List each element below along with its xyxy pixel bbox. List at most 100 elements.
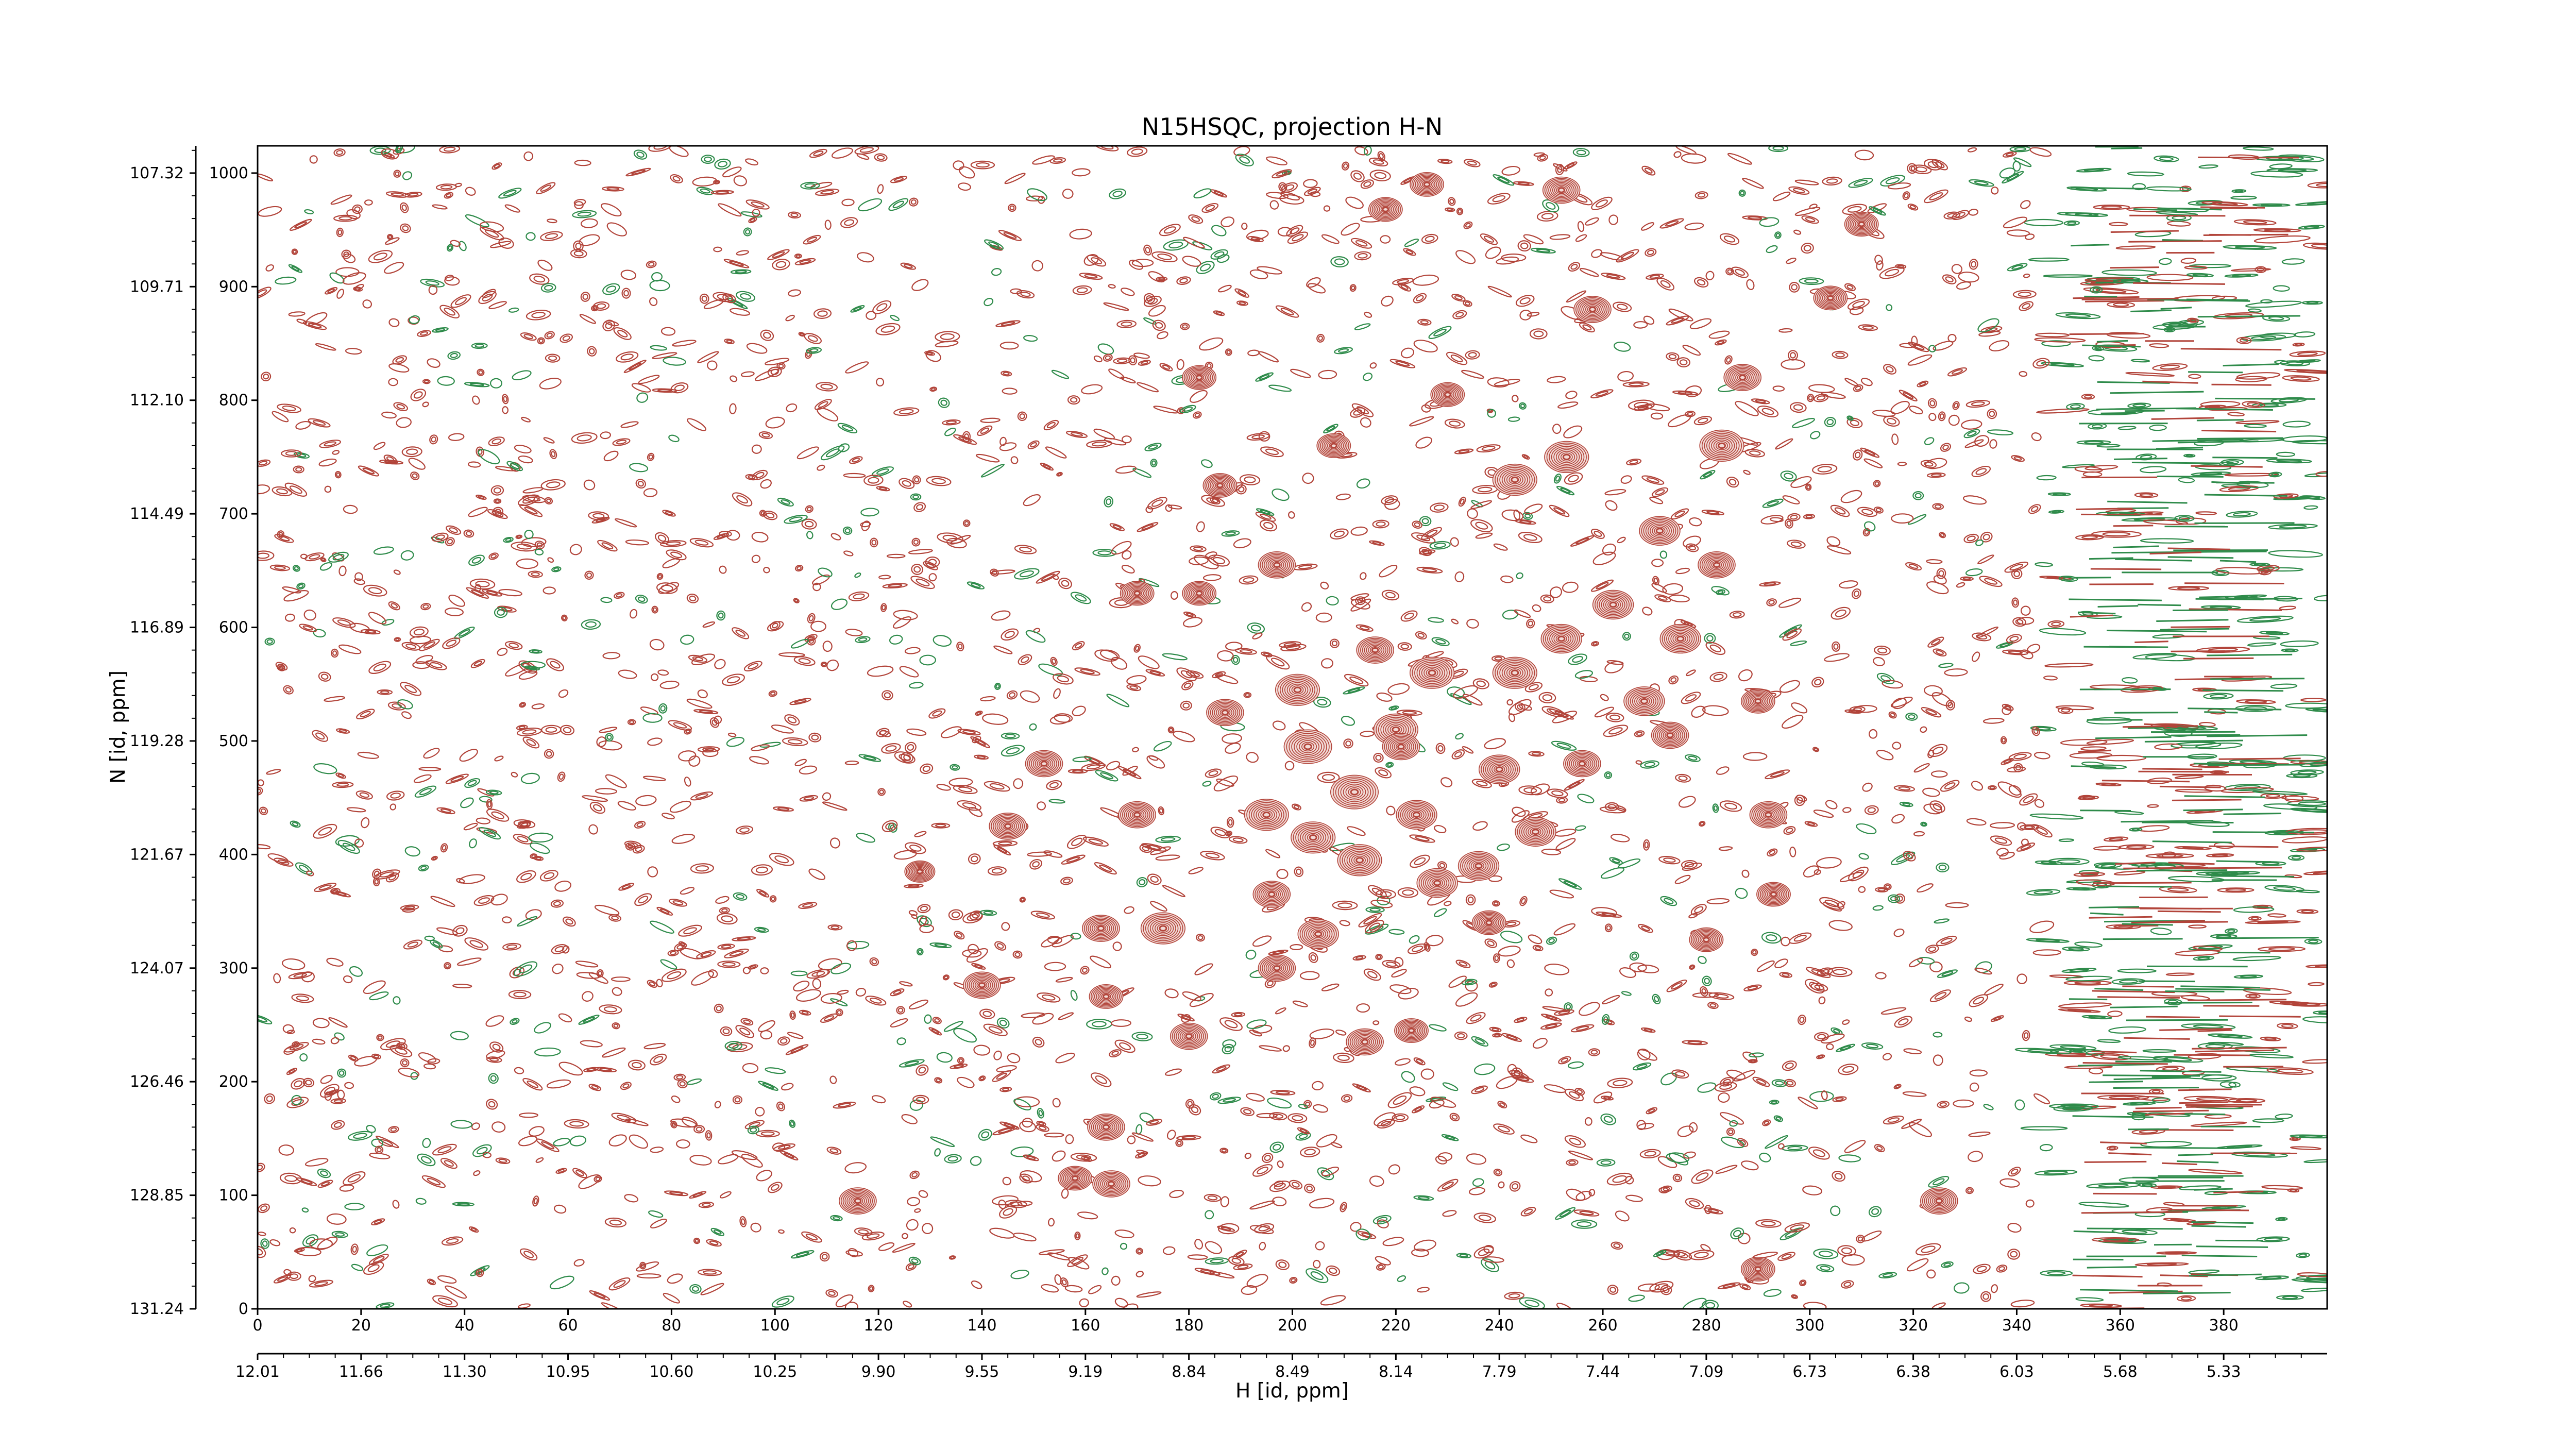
- noise-contour: [1789, 932, 1812, 944]
- noise-contour: [1466, 618, 1479, 629]
- noise-contour: [552, 964, 564, 974]
- noise-contour: [1409, 935, 1420, 944]
- noise-contour: [1482, 1256, 1504, 1263]
- noise-contour: [1275, 1259, 1290, 1270]
- noise-contour: [474, 584, 481, 593]
- noise-contour: [1637, 1283, 1660, 1292]
- noise-contour: [804, 333, 822, 344]
- noise-contour: [1733, 1070, 1756, 1082]
- noise-contour: [1040, 462, 1054, 471]
- noise-contour: [1381, 295, 1394, 307]
- noise-contour: [488, 1073, 499, 1084]
- noise-contour: [1905, 562, 1922, 571]
- noise-contour: [716, 610, 726, 621]
- noise-contour: [1894, 1016, 1913, 1028]
- noise-contour: [2281, 836, 2327, 844]
- noise-contour: [1799, 1279, 1807, 1286]
- noise-contour: [450, 1031, 469, 1040]
- noise-contour: [498, 588, 522, 597]
- noise-contour: [1236, 300, 1248, 306]
- noise-contour: [1858, 853, 1869, 860]
- noise-contour: [1364, 311, 1372, 318]
- noise-contour: [444, 276, 460, 286]
- noise-contour: [771, 1295, 794, 1308]
- noise-streak: [2069, 998, 2108, 1001]
- noise-contour: [1717, 1282, 1741, 1289]
- noise-contour: [2061, 968, 2097, 973]
- noise-contour: [846, 940, 857, 951]
- noise-contour: [394, 637, 401, 642]
- noise-contour: [2268, 1000, 2319, 1006]
- noise-contour: [2275, 1217, 2288, 1221]
- noise-contour: [656, 582, 678, 594]
- noise-contour: [1138, 1175, 1161, 1187]
- noise-contour: [2117, 1056, 2168, 1060]
- noise-contour: [1004, 173, 1026, 184]
- noise-contour: [776, 1101, 785, 1111]
- noise-contour: [518, 456, 533, 464]
- noise-contour: [1430, 1097, 1456, 1108]
- noise-contour: [1272, 488, 1290, 501]
- noise-contour: [938, 397, 950, 408]
- noise-contour: [1415, 631, 1427, 640]
- noise-contour: [269, 564, 291, 571]
- noise-contour: [745, 158, 758, 166]
- noise-contour: [1739, 1283, 1751, 1290]
- noise-contour: [950, 534, 971, 545]
- noise-contour: [598, 740, 622, 751]
- noise-contour: [1638, 1049, 1657, 1061]
- noise-contour: [1891, 851, 1916, 865]
- noise-contour: [1962, 495, 1987, 505]
- noise-contour: [1354, 251, 1371, 261]
- noise-contour: [1568, 1150, 1594, 1160]
- noise-contour: [1369, 170, 1391, 181]
- noise-contour: [745, 474, 758, 481]
- noise-contour: [749, 756, 769, 765]
- noise-contour: [928, 1027, 942, 1036]
- noise-contour: [748, 217, 757, 224]
- noise-contour: [495, 1157, 511, 1164]
- noise-contour: [2138, 1183, 2157, 1188]
- noise-contour: [377, 689, 393, 695]
- noise-contour: [1813, 810, 1834, 818]
- noise-contour: [2270, 683, 2298, 689]
- noise-contour: [779, 1150, 799, 1161]
- y-index-tick-label: 100: [219, 1187, 248, 1205]
- noise-contour: [656, 906, 673, 916]
- noise-contour: [432, 327, 449, 333]
- noise-contour: [2303, 505, 2318, 510]
- peak: [1356, 636, 1394, 664]
- noise-contour: [1334, 347, 1353, 355]
- noise-contour: [2150, 1185, 2183, 1189]
- noise-contour: [1008, 204, 1016, 212]
- noise-contour: [890, 988, 905, 997]
- noise-contour: [664, 1190, 689, 1197]
- noise-contour: [334, 1032, 345, 1041]
- noise-contour: [2215, 567, 2267, 575]
- noise-streak: [2077, 1064, 2155, 1067]
- noise-contour: [1682, 344, 1701, 356]
- noise-contour: [2150, 928, 2172, 935]
- noise-contour: [1660, 896, 1677, 906]
- noise-contour: [506, 461, 523, 471]
- x-index-tick-label: 380: [2209, 1317, 2239, 1335]
- noise-contour: [1323, 424, 1338, 434]
- noise-contour: [460, 797, 474, 808]
- noise-contour: [1924, 685, 1943, 697]
- noise-contour: [1990, 822, 2015, 829]
- noise-contour: [393, 569, 401, 575]
- noise-contour: [1301, 602, 1312, 612]
- noise-contour: [1384, 498, 1400, 510]
- peak: [1087, 1114, 1125, 1141]
- noise-contour: [1864, 805, 1879, 815]
- noise-contour: [1131, 259, 1154, 267]
- noise-contour: [1965, 568, 1983, 577]
- noise-contour: [696, 187, 714, 195]
- noise-contour: [326, 957, 344, 967]
- noise-contour: [1989, 439, 1997, 449]
- noise-contour: [337, 839, 360, 854]
- noise-contour: [1816, 857, 1842, 869]
- noise-contour: [334, 471, 342, 479]
- noise-contour: [1013, 1098, 1031, 1110]
- noise-contour: [1218, 284, 1232, 293]
